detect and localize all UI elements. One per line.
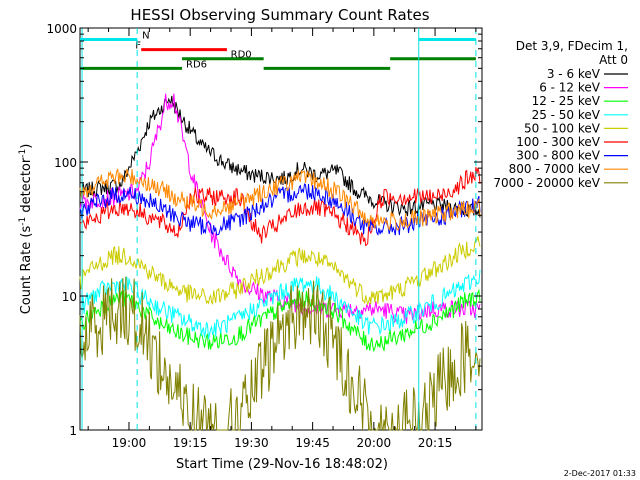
x-tick-label: 20:15: [418, 436, 453, 450]
plot-area: [79, 27, 483, 431]
flag-label: N: [142, 31, 149, 42]
legend-label: 800 - 7000 keV: [509, 162, 601, 176]
flag-label: RD6: [186, 59, 207, 70]
x-tick-label: 19:30: [234, 436, 269, 450]
y-axis: 1 10 100 1000: [46, 22, 482, 438]
y-tick-label: 1: [69, 424, 77, 438]
x-tick-label: 19:15: [173, 436, 208, 450]
series-line: [79, 166, 481, 247]
chart-title: HESSI Observing Summary Count Rates: [130, 6, 429, 24]
x-tick-label: 19:00: [112, 436, 147, 450]
x-axis: 19:00 19:15 19:30 19:45 20:00 20:15: [87, 28, 477, 450]
y-axis-label-end: ): [19, 144, 34, 149]
legend-label: 3 - 6 keV: [547, 67, 601, 81]
y-axis-label-mid: detector: [19, 157, 34, 217]
y-tick-label: 10: [62, 290, 77, 304]
vertical-markers: [81, 28, 477, 430]
series-line: [79, 276, 481, 432]
legend-label: 50 - 100 keV: [524, 121, 601, 135]
y-tick-label: 1000: [46, 22, 77, 36]
series-line: [79, 288, 481, 353]
legend-label: 7000 - 20000 keV: [493, 176, 600, 190]
legend-label: 6 - 12 keV: [539, 81, 601, 95]
y-axis-label-main: Count Rate (s: [19, 226, 34, 315]
series-lines: [79, 93, 481, 432]
legend-label: 300 - 800 keV: [516, 149, 600, 163]
legend-header-2: Att 0: [599, 53, 628, 67]
y-tick-label: 100: [54, 156, 77, 170]
footer-timestamp: 2-Dec-2017 01:33: [564, 469, 636, 478]
legend-label: 12 - 25 keV: [532, 94, 601, 108]
y-axis-label-sup2: -1: [18, 149, 28, 158]
series-line: [79, 168, 481, 231]
plot-frame: [79, 27, 483, 431]
legend-header-1: Det 3,9, FDecim 1,: [516, 39, 628, 53]
state-flags: NF RD0 RD6: [80, 31, 476, 70]
legend-label: 25 - 50 keV: [532, 108, 601, 122]
series-line: [79, 236, 481, 306]
series-line: [79, 95, 481, 218]
x-tick-label: 20:00: [357, 436, 392, 450]
x-tick-label: 19:45: [295, 436, 330, 450]
y-axis-label-sup1: -1: [18, 217, 28, 226]
series-line: [79, 183, 481, 236]
series-line: [79, 269, 481, 340]
x-axis-label: Start Time (29-Nov-16 18:48:02): [176, 457, 388, 472]
legend-label: 100 - 300 keV: [516, 135, 600, 149]
flag-label: F: [135, 41, 141, 52]
y-axis-label: Count Rate (s-1 detector-1): [18, 144, 34, 315]
flag-label: RD0: [231, 50, 252, 61]
